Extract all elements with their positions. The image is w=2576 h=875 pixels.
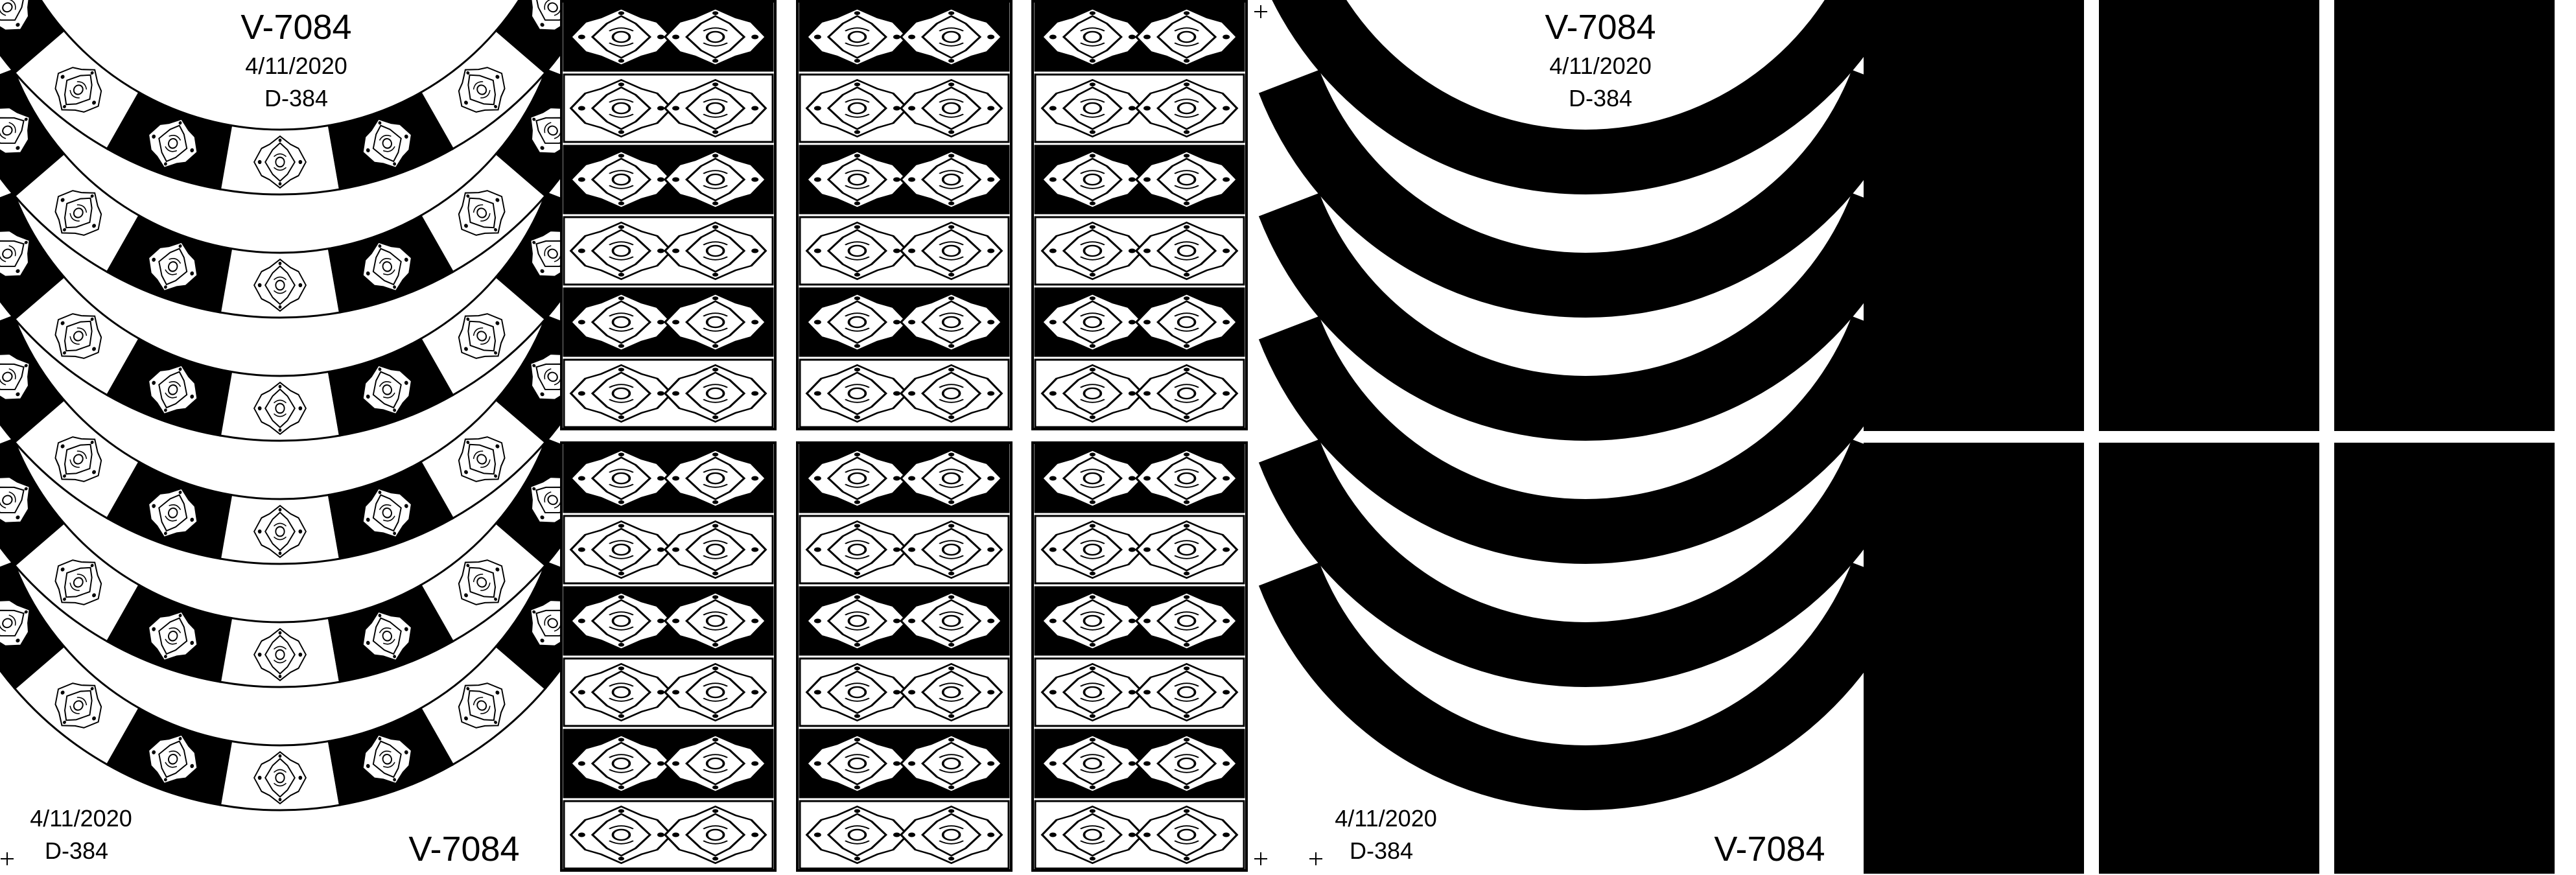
right-top-date: 4/11/2020 [1549, 52, 1651, 79]
right-bottom-code: V-7084 [1714, 830, 1825, 869]
patterned-panel [560, 0, 777, 430]
crosshair-mark-icon [1309, 5, 1322, 18]
solid-panel [2334, 0, 2555, 431]
solid-arc-band [1258, 316, 1913, 564]
arc-segment [0, 191, 65, 321]
crosshair-mark-icon [1309, 852, 1322, 865]
arc-segment [0, 68, 65, 198]
left-top-date: 4/11/2020 [245, 52, 347, 79]
solid-arc-band [1258, 562, 1913, 810]
crosshair-mark-icon [1254, 852, 1267, 865]
crosshair-mark-icon [1254, 5, 1267, 18]
left-bottom-date: 4/11/2020 [30, 805, 132, 832]
solid-panel-group [1864, 0, 2555, 874]
left-top-ref: D-384 [264, 85, 328, 111]
arc-segment [0, 438, 65, 567]
solid-panel [2099, 443, 2319, 874]
patterned-panel [560, 441, 777, 872]
patterned-arc-band [0, 0, 595, 196]
solid-arc-band [1258, 192, 1913, 441]
solid-panel [1864, 443, 2084, 874]
right-top-ref: D-384 [1569, 85, 1632, 111]
right-bottom-date: 4/11/2020 [1335, 805, 1436, 832]
arc-segment [0, 561, 65, 690]
right-top-code: V-7084 [1545, 8, 1656, 47]
patterned-panel [1031, 0, 1248, 430]
solid-arc-band-group [1258, 0, 1913, 810]
solid-arc-band [1272, 0, 1899, 194]
patterned-panel [796, 0, 1013, 430]
solid-panel [1864, 0, 2084, 431]
solid-panel [2099, 0, 2319, 431]
left-bottom-ref: D-384 [45, 837, 108, 864]
patterned-panel-group [560, 0, 1248, 872]
solid-arc-band [1258, 69, 1913, 318]
patterned-arc-band [0, 438, 609, 688]
patterned-arc-band-group [0, 0, 609, 811]
arc-segment [0, 314, 65, 444]
left-bottom-code: V-7084 [408, 830, 519, 869]
solid-arc-band [1258, 439, 1913, 687]
patterned-panel [796, 441, 1013, 872]
left-top-code: V-7084 [240, 8, 351, 47]
right-bottom-ref: D-384 [1350, 837, 1413, 864]
crosshair-mark-icon [1, 852, 14, 865]
patterned-panel [1031, 441, 1248, 872]
solid-panel [2334, 443, 2555, 874]
